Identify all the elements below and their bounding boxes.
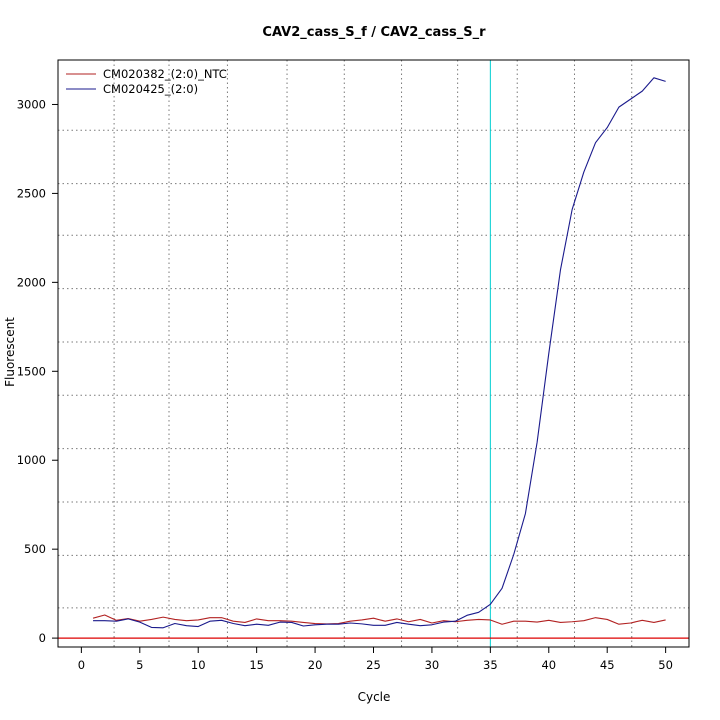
x-tick-label: 25 [366, 658, 381, 672]
y-axis-label: Fluorescent [3, 317, 17, 387]
x-tick-label: 10 [191, 658, 206, 672]
y-tick-label: 1000 [17, 453, 46, 467]
x-tick-label: 35 [483, 658, 498, 672]
y-tick-label: 3000 [17, 97, 46, 111]
x-tick-label: 45 [600, 658, 615, 672]
y-axis: 0 500 1000 1500 2000 2500 3000 [17, 97, 58, 645]
series-lines [92, 77, 666, 629]
y-tick-label: 1500 [17, 364, 46, 378]
x-tick-label: 50 [658, 658, 673, 672]
x-axis-label: Cycle [358, 690, 391, 704]
x-tick-label: 40 [541, 658, 556, 672]
x-tick-label: 20 [308, 658, 323, 672]
x-tick-label: 30 [425, 658, 440, 672]
legend-label-2: CM020425_(2:0) [103, 82, 198, 96]
plot-frame [57, 59, 690, 648]
x-tick-label: 5 [136, 658, 143, 672]
y-tick-label: 0 [39, 631, 46, 645]
y-tick-label: 2000 [17, 275, 46, 289]
x-axis: 0 5 10 15 20 25 30 35 40 45 50 [78, 647, 673, 672]
y-tick-label: 500 [24, 542, 46, 556]
y-tick-label: 2500 [17, 186, 46, 200]
series-line-1 [92, 614, 666, 625]
grid-lines [58, 60, 689, 647]
legend-label-1: CM020382_(2:0)_NTC [103, 67, 227, 81]
series-line-2 [93, 77, 666, 629]
x-tick-label: 15 [249, 658, 264, 672]
chart-title: CAV2_cass_S_f / CAV2_cass_S_r [262, 25, 486, 40]
x-tick-label: 0 [78, 658, 85, 672]
